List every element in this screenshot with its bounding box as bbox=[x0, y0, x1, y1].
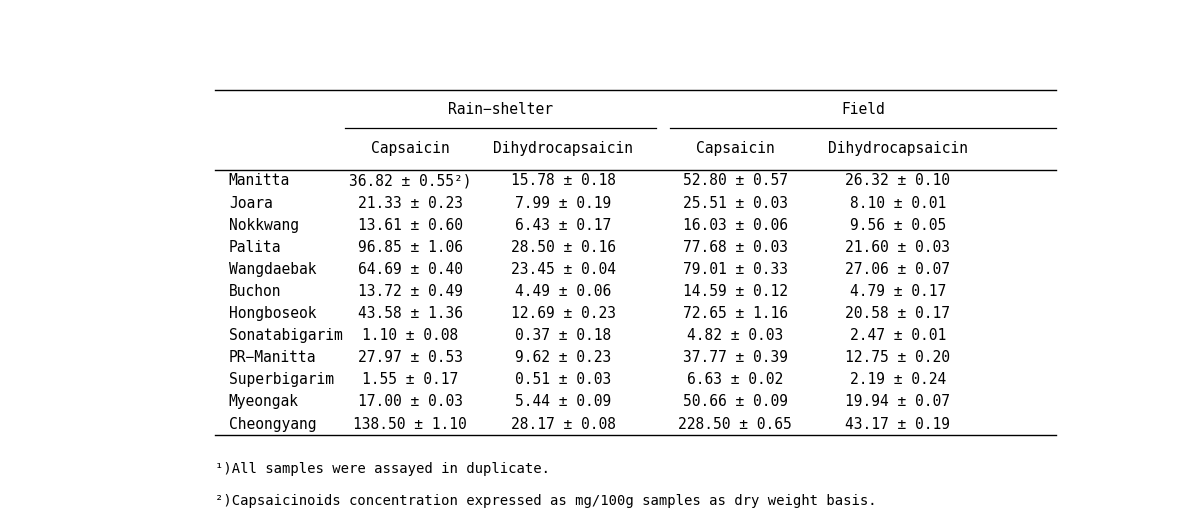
Text: 2.47 ± 0.01: 2.47 ± 0.01 bbox=[850, 328, 946, 343]
Text: Joara: Joara bbox=[229, 195, 272, 210]
Text: Superbigarim: Superbigarim bbox=[229, 372, 333, 387]
Text: 27.97 ± 0.53: 27.97 ± 0.53 bbox=[357, 350, 463, 365]
Text: 25.51 ± 0.03: 25.51 ± 0.03 bbox=[682, 195, 788, 210]
Text: Hongboseok: Hongboseok bbox=[229, 306, 317, 321]
Text: 23.45 ± 0.04: 23.45 ± 0.04 bbox=[511, 262, 616, 277]
Text: 14.59 ± 0.12: 14.59 ± 0.12 bbox=[682, 284, 788, 299]
Text: 17.00 ± 0.03: 17.00 ± 0.03 bbox=[357, 394, 463, 409]
Text: 52.80 ± 0.57: 52.80 ± 0.57 bbox=[682, 174, 788, 189]
Text: 12.75 ± 0.20: 12.75 ± 0.20 bbox=[845, 350, 951, 365]
Text: Capsaicin: Capsaicin bbox=[370, 141, 450, 156]
Text: 50.66 ± 0.09: 50.66 ± 0.09 bbox=[682, 394, 788, 409]
Text: 0.37 ± 0.18: 0.37 ± 0.18 bbox=[516, 328, 611, 343]
Text: Palita: Palita bbox=[229, 240, 282, 255]
Text: 16.03 ± 0.06: 16.03 ± 0.06 bbox=[682, 218, 788, 233]
Text: 0.51 ± 0.03: 0.51 ± 0.03 bbox=[516, 372, 611, 387]
Text: 36.82 ± 0.55²): 36.82 ± 0.55²) bbox=[349, 174, 471, 189]
Text: Myeongak: Myeongak bbox=[229, 394, 299, 409]
Text: 1.10 ± 0.08: 1.10 ± 0.08 bbox=[362, 328, 458, 343]
Text: Wangdaebak: Wangdaebak bbox=[229, 262, 317, 277]
Text: 4.82 ± 0.03: 4.82 ± 0.03 bbox=[687, 328, 783, 343]
Text: 5.44 ± 0.09: 5.44 ± 0.09 bbox=[516, 394, 611, 409]
Text: Buchon: Buchon bbox=[229, 284, 282, 299]
Text: PR−Manitta: PR−Manitta bbox=[229, 350, 317, 365]
Text: Sonatabigarim: Sonatabigarim bbox=[229, 328, 343, 343]
Text: 43.17 ± 0.19: 43.17 ± 0.19 bbox=[845, 416, 951, 431]
Text: 13.72 ± 0.49: 13.72 ± 0.49 bbox=[357, 284, 463, 299]
Text: 1.55 ± 0.17: 1.55 ± 0.17 bbox=[362, 372, 458, 387]
Text: 64.69 ± 0.40: 64.69 ± 0.40 bbox=[357, 262, 463, 277]
Text: 13.61 ± 0.60: 13.61 ± 0.60 bbox=[357, 218, 463, 233]
Text: ¹)All samples were assayed in duplicate.: ¹)All samples were assayed in duplicate. bbox=[215, 462, 550, 476]
Text: Cheongyang: Cheongyang bbox=[229, 416, 317, 431]
Text: Nokkwang: Nokkwang bbox=[229, 218, 299, 233]
Text: 96.85 ± 1.06: 96.85 ± 1.06 bbox=[357, 240, 463, 255]
Text: 21.60 ± 0.03: 21.60 ± 0.03 bbox=[845, 240, 951, 255]
Text: 9.62 ± 0.23: 9.62 ± 0.23 bbox=[516, 350, 611, 365]
Text: 28.50 ± 0.16: 28.50 ± 0.16 bbox=[511, 240, 616, 255]
Text: 6.43 ± 0.17: 6.43 ± 0.17 bbox=[516, 218, 611, 233]
Text: Manitta: Manitta bbox=[229, 174, 290, 189]
Text: 37.77 ± 0.39: 37.77 ± 0.39 bbox=[682, 350, 788, 365]
Text: 72.65 ± 1.16: 72.65 ± 1.16 bbox=[682, 306, 788, 321]
Text: Dihydrocapsaicin: Dihydrocapsaicin bbox=[493, 141, 633, 156]
Text: 8.10 ± 0.01: 8.10 ± 0.01 bbox=[850, 195, 946, 210]
Text: 77.68 ± 0.03: 77.68 ± 0.03 bbox=[682, 240, 788, 255]
Text: Dihydrocapsaicin: Dihydrocapsaicin bbox=[827, 141, 968, 156]
Text: 9.56 ± 0.05: 9.56 ± 0.05 bbox=[850, 218, 946, 233]
Text: Rain−shelter: Rain−shelter bbox=[448, 102, 553, 117]
Text: 27.06 ± 0.07: 27.06 ± 0.07 bbox=[845, 262, 951, 277]
Text: 28.17 ± 0.08: 28.17 ± 0.08 bbox=[511, 416, 616, 431]
Text: 138.50 ± 1.10: 138.50 ± 1.10 bbox=[354, 416, 466, 431]
Text: Capsaicin: Capsaicin bbox=[695, 141, 775, 156]
Text: 2.19 ± 0.24: 2.19 ± 0.24 bbox=[850, 372, 946, 387]
Text: 6.63 ± 0.02: 6.63 ± 0.02 bbox=[687, 372, 783, 387]
Text: 228.50 ± 0.65: 228.50 ± 0.65 bbox=[679, 416, 793, 431]
Text: 12.69 ± 0.23: 12.69 ± 0.23 bbox=[511, 306, 616, 321]
Text: 19.94 ± 0.07: 19.94 ± 0.07 bbox=[845, 394, 951, 409]
Text: 15.78 ± 0.18: 15.78 ± 0.18 bbox=[511, 174, 616, 189]
Text: Field: Field bbox=[842, 102, 885, 117]
Text: ²)Capsaicinoids concentration expressed as mg/100g samples as dry weight basis.: ²)Capsaicinoids concentration expressed … bbox=[215, 494, 876, 508]
Text: 43.58 ± 1.36: 43.58 ± 1.36 bbox=[357, 306, 463, 321]
Text: 20.58 ± 0.17: 20.58 ± 0.17 bbox=[845, 306, 951, 321]
Text: 4.79 ± 0.17: 4.79 ± 0.17 bbox=[850, 284, 946, 299]
Text: 26.32 ± 0.10: 26.32 ± 0.10 bbox=[845, 174, 951, 189]
Text: 21.33 ± 0.23: 21.33 ± 0.23 bbox=[357, 195, 463, 210]
Text: 7.99 ± 0.19: 7.99 ± 0.19 bbox=[516, 195, 611, 210]
Text: 4.49 ± 0.06: 4.49 ± 0.06 bbox=[516, 284, 611, 299]
Text: 79.01 ± 0.33: 79.01 ± 0.33 bbox=[682, 262, 788, 277]
